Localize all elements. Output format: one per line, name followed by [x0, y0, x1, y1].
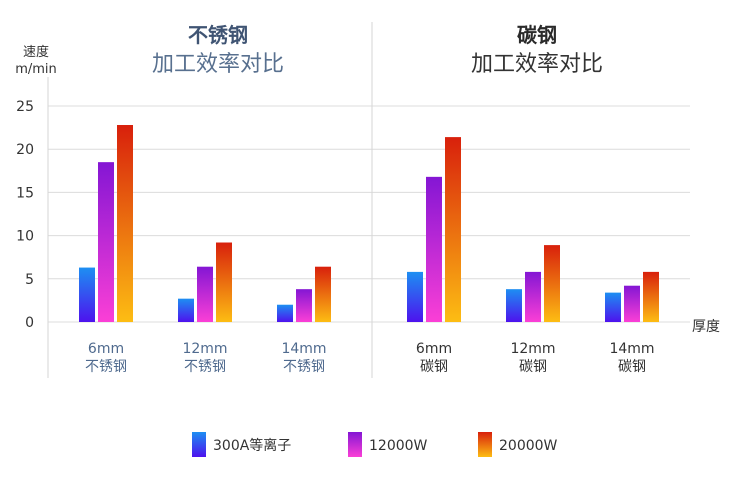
bar	[296, 289, 312, 322]
legend-label: 20000W	[499, 438, 558, 454]
y-tick-label: 20	[16, 142, 34, 158]
x-tick-material: 碳钢	[618, 359, 646, 375]
bar	[605, 292, 621, 322]
legend-swatch	[192, 432, 206, 457]
y-tick-label: 25	[16, 99, 34, 115]
panel-title-carbon: 碳钢	[517, 23, 557, 47]
x-tick-thickness: 12mm	[182, 341, 227, 357]
gridlines	[48, 105, 690, 323]
x-tick-material: 不锈钢	[283, 359, 325, 375]
bar	[117, 125, 133, 323]
x-tick-thickness: 6mm	[416, 341, 452, 357]
x-tick-thickness: 6mm	[88, 341, 124, 357]
bar	[643, 271, 659, 322]
y-tick-label: 15	[16, 185, 34, 201]
legend-label: 300A等离子	[213, 437, 291, 454]
legend-swatch	[478, 432, 492, 457]
bar	[277, 304, 293, 322]
y-axis-label: 速度	[23, 44, 49, 60]
legend-label: 12000W	[369, 438, 428, 454]
bar	[506, 289, 522, 322]
x-tick-labels: 6mm 不锈钢 12mm 不锈钢 14mm 不锈钢 6mm 碳钢 12mm 碳钢 14mm 碳钢	[85, 341, 655, 375]
bar	[98, 162, 114, 322]
bar	[407, 271, 423, 322]
y-tick-label: 0	[25, 315, 34, 331]
legend-swatch	[348, 432, 362, 457]
panel-subtitle-stainless: 加工效率对比	[152, 52, 284, 77]
bar	[544, 245, 560, 322]
bar	[197, 266, 213, 322]
panel-subtitle-carbon: 加工效率对比	[471, 52, 603, 77]
panel-title-stainless: 不锈钢	[188, 23, 248, 47]
x-tick-material: 碳钢	[519, 359, 547, 375]
bar	[315, 266, 331, 322]
x-tick-material: 不锈钢	[85, 359, 127, 375]
bar	[525, 271, 541, 322]
x-tick-thickness: 14mm	[281, 341, 326, 357]
x-axis-label: 厚度	[692, 319, 720, 335]
bar	[216, 242, 232, 322]
bars	[79, 125, 659, 323]
x-tick-thickness: 14mm	[609, 341, 654, 357]
y-tick-label: 5	[25, 272, 34, 288]
y-tick-label: 10	[16, 229, 34, 245]
legend: 300A等离子 12000W 20000W	[192, 432, 558, 457]
bar	[445, 137, 461, 322]
bar	[426, 176, 442, 322]
y-axis-unit: m/min	[15, 62, 57, 77]
x-tick-material: 不锈钢	[184, 359, 226, 375]
x-tick-thickness: 12mm	[510, 341, 555, 357]
y-tick-labels: 0 5 10 15 20 25	[16, 99, 34, 331]
x-tick-material: 碳钢	[420, 359, 448, 375]
bar	[79, 267, 95, 322]
bar	[178, 298, 194, 322]
bar	[624, 285, 640, 322]
